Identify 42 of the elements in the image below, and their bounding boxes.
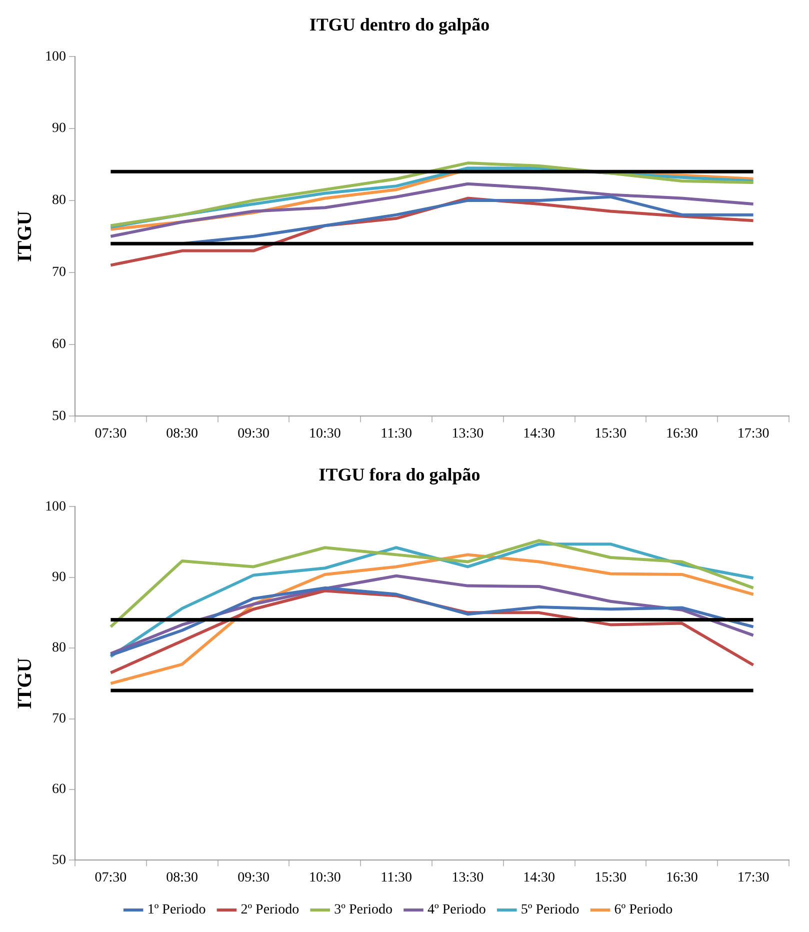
x-tick-label: 10:30 bbox=[308, 870, 341, 886]
x-tick-label: 11:30 bbox=[380, 426, 412, 442]
x-tick-label: 09:30 bbox=[238, 870, 270, 886]
x-tick-label: 14:30 bbox=[523, 426, 556, 442]
x-tick-label: 07:30 bbox=[94, 870, 127, 886]
y-tick-label: 60 bbox=[52, 336, 66, 352]
y-tick-label: 70 bbox=[52, 265, 66, 280]
legend-label: 6º Periodo bbox=[614, 902, 673, 918]
x-tick-label: 17:30 bbox=[737, 870, 770, 886]
y-axis-title: ITGU bbox=[14, 658, 36, 709]
x-tick-label: 13:30 bbox=[452, 870, 484, 886]
chart-title: ITGU fora do galpão bbox=[318, 464, 480, 484]
x-tick-label: 08:30 bbox=[166, 870, 198, 886]
x-tick-label: 13:30 bbox=[452, 426, 484, 442]
y-tick-label: 50 bbox=[52, 852, 66, 868]
x-tick-label: 07:30 bbox=[94, 426, 127, 442]
y-tick-label: 60 bbox=[52, 782, 66, 798]
y-tick-label: 80 bbox=[52, 640, 66, 656]
legend-label: 1º Periodo bbox=[147, 902, 206, 918]
x-tick-label: 11:30 bbox=[380, 870, 412, 886]
y-tick-label: 100 bbox=[45, 499, 66, 514]
x-tick-label: 17:30 bbox=[737, 426, 770, 442]
x-tick-label: 15:30 bbox=[594, 426, 626, 442]
y-tick-label: 50 bbox=[52, 408, 66, 424]
y-tick-label: 90 bbox=[52, 121, 66, 136]
y-axis-title: ITGU bbox=[14, 210, 36, 262]
x-tick-label: 10:30 bbox=[308, 426, 341, 442]
x-tick-label: 16:30 bbox=[666, 870, 698, 886]
y-tick-label: 90 bbox=[52, 570, 66, 585]
x-tick-label: 09:30 bbox=[238, 426, 270, 442]
chart-title: ITGU dentro do galpão bbox=[309, 14, 490, 34]
legend-label: 3º Periodo bbox=[334, 902, 393, 918]
x-tick-label: 14:30 bbox=[523, 870, 556, 886]
y-tick-label: 70 bbox=[52, 711, 66, 726]
y-tick-label: 100 bbox=[45, 49, 66, 64]
x-tick-label: 08:30 bbox=[166, 426, 198, 442]
x-tick-label: 15:30 bbox=[594, 870, 626, 886]
legend-label: 4º Periodo bbox=[428, 902, 486, 918]
x-tick-label: 16:30 bbox=[666, 426, 698, 442]
legend-label: 5º Periodo bbox=[520, 902, 580, 918]
legend-label: 2º Periodo bbox=[240, 902, 300, 918]
y-tick-label: 80 bbox=[52, 193, 66, 208]
